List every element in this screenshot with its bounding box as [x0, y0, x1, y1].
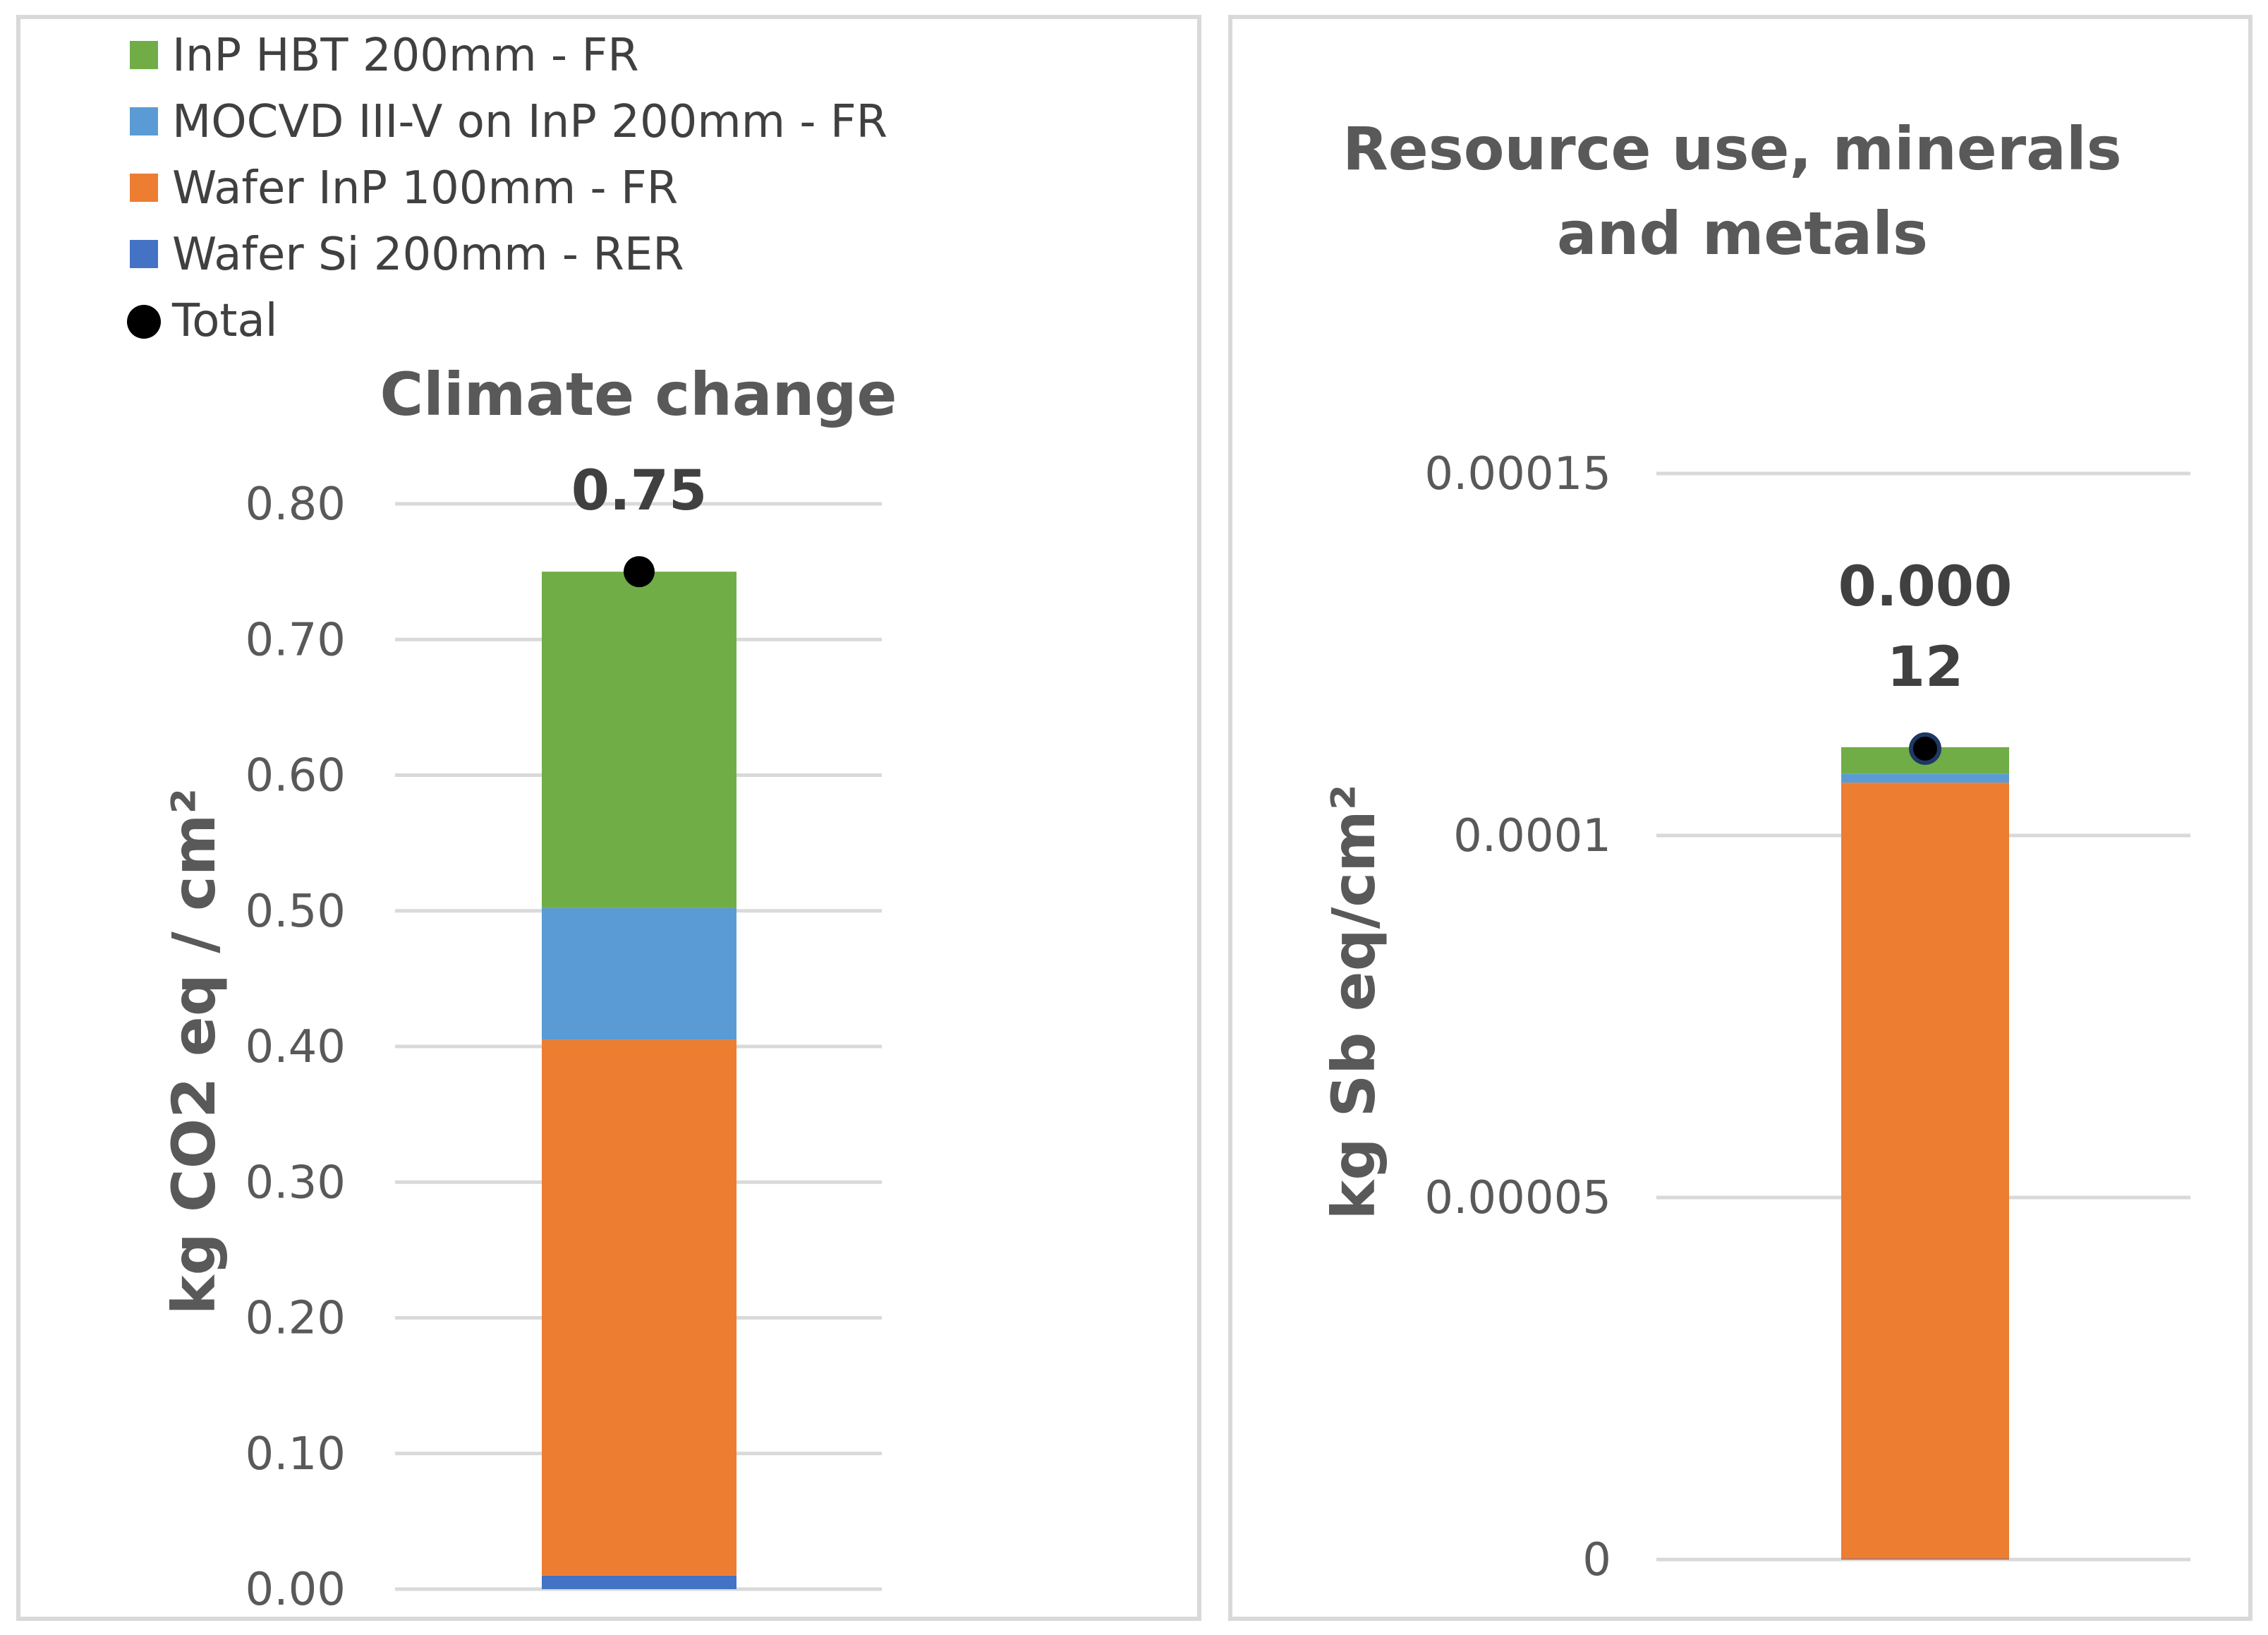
legend-marker-total: [127, 305, 161, 339]
legend-label-wafer-inp: Wafer InP 100mm - FR: [172, 162, 678, 215]
resource-use-y-axis-title: kg Sb eq/cm²: [1319, 785, 1388, 1220]
climate-change-total: 0.75: [571, 459, 707, 588]
resource-use-title-line-1: Resource use, minerals: [1342, 114, 2122, 183]
climate-change-bar-wafer-si-200mm-rer: [542, 1575, 736, 1589]
climate-change-bars: [542, 572, 736, 1589]
climate-change-bar-inp-hbt-200mm-fr: [542, 572, 736, 908]
resource-use-title: Resource use, minerals and metals: [1342, 114, 2142, 268]
climate-change-y-axis-title: kg CO2 eq / cm²: [159, 788, 229, 1315]
legend-swatch-wafer-si: [130, 240, 158, 268]
legend: InP HBT 200mm - FR MOCVD III-V on InP 20…: [127, 30, 887, 347]
climate-change-total-data-label: 0.75: [571, 459, 707, 523]
legend-item-wafer-inp: Wafer InP 100mm - FR: [130, 162, 678, 215]
legend-swatch-inp-hbt: [130, 41, 158, 69]
climate-change-y-tick-label: 0.70: [245, 614, 346, 666]
resource-use-y-tick-label: 0.00005: [1424, 1172, 1611, 1224]
climate-change-y-ticks: 0.00 0.10 0.20 0.30 0.40 0.50 0.60 0.70 0.80: [245, 478, 346, 1616]
resource-use-title-line-2: and metals: [1557, 199, 1928, 268]
legend-item-wafer-si: Wafer Si 200mm - RER: [130, 229, 684, 281]
resource-use-total-data-label: 12: [1887, 636, 1964, 699]
legend-label-mocvd: MOCVD III-V on InP 200mm - FR: [172, 96, 887, 148]
resource-use-total: 0.000 12: [1838, 555, 2013, 765]
legend-item-mocvd: MOCVD III-V on InP 200mm - FR: [130, 96, 887, 148]
resource-use-y-tick-label: 0: [1582, 1534, 1611, 1586]
climate-change-y-tick-label: 0.30: [245, 1157, 346, 1209]
legend-label-inp-hbt: InP HBT 200mm - FR: [172, 30, 639, 82]
legend-swatch-wafer-inp: [130, 174, 158, 202]
resource-use-bar-wafer-inp-100mm-fr: [1841, 783, 2009, 1559]
climate-change-bar-wafer-inp-100mm-fr: [542, 1039, 736, 1576]
climate-change-y-tick-label: 0.50: [245, 886, 346, 938]
resource-use-bar-mocvd-iii-v-on-inp-200mm-fr: [1841, 773, 2009, 783]
climate-change-bar-mocvd-iii-v-on-inp-200mm-fr: [542, 907, 736, 1040]
climate-change-y-tick-label: 0.40: [245, 1021, 346, 1073]
right-chart-panel: [1228, 15, 2252, 1621]
climate-change-total-marker: [624, 556, 655, 588]
resource-use-y-tick-label: 0.0001: [1453, 810, 1611, 862]
resource-use-total-marker: [1909, 732, 1941, 765]
legend-swatch-mocvd: [130, 107, 158, 135]
climate-change-y-tick-label: 0.80: [245, 478, 346, 531]
resource-use-total-data-label: 0.000: [1838, 555, 2013, 619]
legend-label-total: Total: [171, 295, 277, 347]
legend-item-total: Total: [127, 295, 277, 347]
resource-use-y-tick-label: 0.00015: [1424, 448, 1611, 500]
climate-change-chart: Climate change kg CO2 eq / cm² 0.000.100…: [159, 360, 897, 1616]
climate-change-y-tick-label: 0.60: [245, 750, 346, 802]
climate-change-y-tick-label: 0.00: [245, 1564, 346, 1616]
climate-change-y-tick-label: 0.10: [245, 1428, 346, 1480]
legend-label-wafer-si: Wafer Si 200mm - RER: [172, 229, 684, 281]
resource-use-bars: [1841, 747, 2009, 1559]
climate-change-title: Climate change: [380, 360, 897, 429]
legend-item-inp-hbt: InP HBT 200mm - FR: [130, 30, 639, 82]
resource-use-y-ticks: 0 0.00005 0.0001 0.00015: [1424, 448, 1611, 1586]
climate-change-y-tick-label: 0.20: [245, 1293, 346, 1345]
resource-use-chart: Resource use, minerals and metals kg Sb …: [1319, 114, 2190, 1586]
